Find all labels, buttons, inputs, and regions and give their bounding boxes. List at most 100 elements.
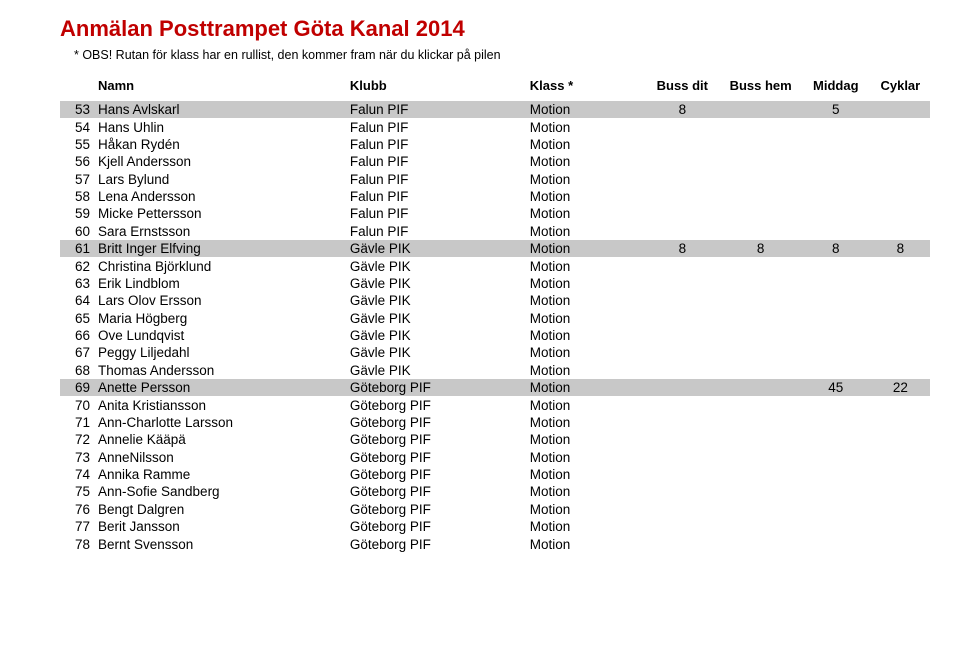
cell-middag	[801, 171, 871, 188]
table-row: 63Erik LindblomGävle PIKMotion	[60, 275, 930, 292]
cell-buss-hem	[720, 188, 800, 205]
cell-name: Sara Ernstsson	[96, 223, 348, 240]
cell-club: Gävle PIK	[348, 292, 528, 309]
cell-name: Peggy Liljedahl	[96, 344, 348, 361]
cell-buss-dit	[644, 257, 720, 274]
cell-name: Lars Bylund	[96, 171, 348, 188]
cell-buss-dit	[644, 466, 720, 483]
cell-klass: Motion	[528, 136, 644, 153]
cell-name: Erik Lindblom	[96, 275, 348, 292]
cell-index: 78	[60, 535, 96, 552]
col-name: Namn	[96, 74, 348, 101]
cell-middag	[801, 136, 871, 153]
cell-klass: Motion	[528, 466, 644, 483]
cell-buss-dit	[644, 223, 720, 240]
cell-cyklar: 8	[871, 240, 930, 257]
cell-buss-dit	[644, 292, 720, 309]
cell-name: Lena Andersson	[96, 188, 348, 205]
cell-buss-hem	[720, 310, 800, 327]
table-row: 76Bengt DalgrenGöteborg PIFMotion	[60, 501, 930, 518]
cell-klass: Motion	[528, 275, 644, 292]
table-row: 78Bernt SvenssonGöteborg PIFMotion	[60, 535, 930, 552]
cell-cyklar	[871, 223, 930, 240]
cell-buss-dit	[644, 535, 720, 552]
cell-buss-hem	[720, 205, 800, 222]
cell-club: Göteborg PIF	[348, 466, 528, 483]
cell-buss-hem	[720, 118, 800, 135]
cell-cyklar	[871, 518, 930, 535]
table-row: 58Lena AnderssonFalun PIFMotion	[60, 188, 930, 205]
cell-club: Gävle PIK	[348, 257, 528, 274]
cell-buss-dit	[644, 344, 720, 361]
cell-buss-hem	[720, 362, 800, 379]
table-row: 72Annelie KääpäGöteborg PIFMotion	[60, 431, 930, 448]
cell-klass: Motion	[528, 310, 644, 327]
cell-name: Thomas Andersson	[96, 362, 348, 379]
cell-klass: Motion	[528, 101, 644, 118]
cell-buss-hem	[720, 292, 800, 309]
cell-name: Ann-Charlotte Larsson	[96, 414, 348, 431]
cell-buss-hem: 8	[720, 240, 800, 257]
cell-middag	[801, 275, 871, 292]
cell-index: 66	[60, 327, 96, 344]
cell-middag	[801, 396, 871, 413]
cell-buss-dit	[644, 414, 720, 431]
cell-middag: 5	[801, 101, 871, 118]
cell-buss-dit	[644, 171, 720, 188]
cell-middag	[801, 257, 871, 274]
col-club: Klubb	[348, 74, 528, 101]
table-row: 61Britt Inger ElfvingGävle PIKMotion8888	[60, 240, 930, 257]
cell-buss-dit: 8	[644, 240, 720, 257]
table-row: 67Peggy LiljedahlGävle PIKMotion	[60, 344, 930, 361]
cell-buss-dit	[644, 205, 720, 222]
cell-club: Göteborg PIF	[348, 518, 528, 535]
cell-klass: Motion	[528, 379, 644, 396]
cell-buss-hem	[720, 344, 800, 361]
cell-klass: Motion	[528, 344, 644, 361]
cell-middag	[801, 153, 871, 170]
cell-index: 76	[60, 501, 96, 518]
page: Anmälan Posttrampet Göta Kanal 2014 * OB…	[0, 0, 960, 573]
cell-club: Falun PIF	[348, 171, 528, 188]
cell-buss-hem	[720, 431, 800, 448]
cell-name: Berit Jansson	[96, 518, 348, 535]
table-row: 77Berit JanssonGöteborg PIFMotion	[60, 518, 930, 535]
cell-buss-hem	[720, 501, 800, 518]
cell-middag	[801, 431, 871, 448]
cell-name: Anette Persson	[96, 379, 348, 396]
cell-cyklar	[871, 118, 930, 135]
cell-cyklar	[871, 257, 930, 274]
cell-cyklar	[871, 501, 930, 518]
cell-name: Bengt Dalgren	[96, 501, 348, 518]
cell-buss-hem	[720, 379, 800, 396]
cell-index: 59	[60, 205, 96, 222]
cell-cyklar	[871, 327, 930, 344]
cell-buss-hem	[720, 275, 800, 292]
table-body: 53Hans AvlskarlFalun PIFMotion8554Hans U…	[60, 101, 930, 553]
cell-buss-dit	[644, 379, 720, 396]
cell-buss-hem	[720, 101, 800, 118]
cell-cyklar	[871, 275, 930, 292]
cell-buss-dit	[644, 118, 720, 135]
cell-name: Micke Pettersson	[96, 205, 348, 222]
cell-name: Annika Ramme	[96, 466, 348, 483]
cell-middag	[801, 344, 871, 361]
cell-club: Falun PIF	[348, 205, 528, 222]
cell-cyklar	[871, 101, 930, 118]
cell-klass: Motion	[528, 153, 644, 170]
cell-index: 62	[60, 257, 96, 274]
cell-cyklar	[871, 292, 930, 309]
cell-middag: 8	[801, 240, 871, 257]
cell-club: Göteborg PIF	[348, 414, 528, 431]
table-row: 75Ann-Sofie SandbergGöteborg PIFMotion	[60, 483, 930, 500]
cell-buss-hem	[720, 153, 800, 170]
cell-name: Hans Avlskarl	[96, 101, 348, 118]
cell-club: Falun PIF	[348, 153, 528, 170]
cell-buss-hem	[720, 396, 800, 413]
cell-name: Britt Inger Elfving	[96, 240, 348, 257]
cell-club: Göteborg PIF	[348, 449, 528, 466]
cell-middag	[801, 310, 871, 327]
table-row: 60Sara ErnstssonFalun PIFMotion	[60, 223, 930, 240]
cell-klass: Motion	[528, 205, 644, 222]
cell-name: Annelie Kääpä	[96, 431, 348, 448]
